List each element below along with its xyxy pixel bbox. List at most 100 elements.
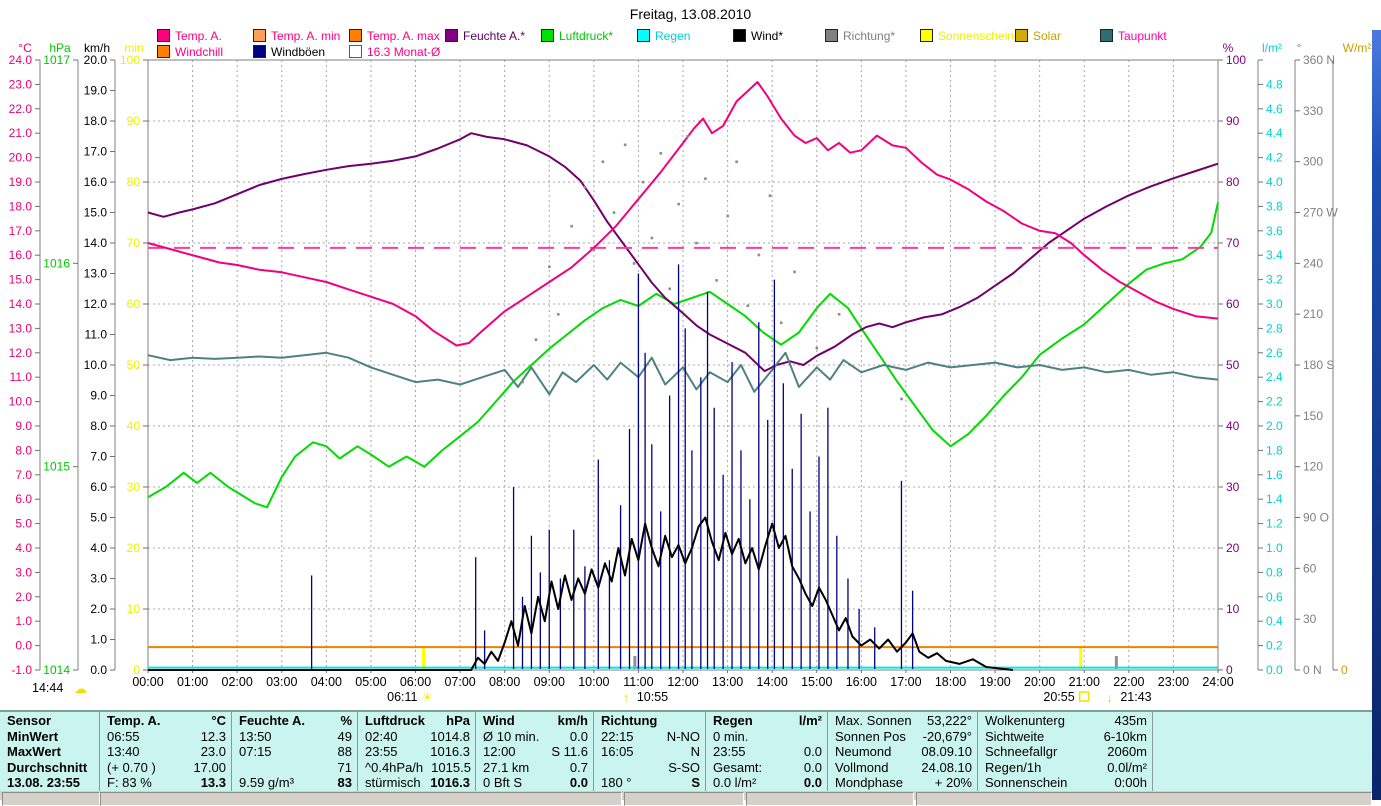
sunset-time: 20:55 (1043, 690, 1074, 704)
table-row-header: Sensor (7, 713, 94, 729)
table-cell-value: 0.0 (803, 775, 822, 791)
legend-item-luftdruck[interactable]: Luftdruck* (541, 29, 613, 43)
legend-label-regen: Regen (655, 28, 691, 43)
legend-item-windb-en[interactable]: Windböen (253, 45, 325, 59)
axis-tick-label-direction: 150 (1303, 409, 1323, 423)
table-row: 13:40 23.0 (107, 744, 226, 760)
table-cell-value: 53,222° (927, 713, 972, 728)
axis-tick-label-pressure: 1015 (43, 460, 70, 474)
x-axis-label: 21:00 (1069, 675, 1100, 689)
table-cell-label: 180 ° (601, 775, 632, 791)
axis-tick-label-temp: 15.0 (9, 273, 33, 287)
table-cell-value: 0.0 (803, 759, 822, 775)
table-cell-value: °C (211, 713, 226, 728)
x-axis-label: 01:00 (177, 675, 208, 689)
legend-item-16-3-monat[interactable]: 16.3 Monat-Ø (349, 44, 441, 59)
axis-tick-label-rain: 3.0 (1266, 297, 1283, 311)
table-cell-value: -20,679° (922, 728, 972, 744)
axis-tick-label-rain: 4.2 (1266, 151, 1283, 165)
scatter-dot (704, 177, 707, 181)
axis-unit-temp: °C (18, 41, 32, 55)
legend-item-wind[interactable]: Wind* (733, 29, 783, 43)
table-cell-label: Wolkenunterg (985, 713, 1065, 728)
axis-tick-label-rain: 2.4 (1266, 370, 1283, 384)
axis-tick-label-sun: 30 (127, 480, 141, 494)
scatter-dot (726, 214, 729, 218)
table-cell-label: ^0.4hPa/h (365, 759, 424, 775)
table-row: stürmisch 1016.3 (365, 775, 470, 791)
x-axis-label: 13:00 (712, 675, 743, 689)
axis-tick-label-rain: 0.4 (1266, 614, 1283, 628)
window-right-border (1372, 30, 1381, 800)
legend-item-richtung[interactable]: Richtung* (825, 29, 895, 43)
legend-item-temp-a[interactable]: Temp. A. (157, 29, 222, 43)
legend-swatch-luftdruck (541, 29, 554, 42)
table-row: Neumond 08.09.10 (835, 744, 972, 760)
table-cell-label: 23:55 (365, 744, 398, 760)
scatter-dot (757, 253, 761, 257)
table-row: (+ 0.70 ) 17.00 (107, 760, 226, 776)
status-bar (0, 791, 1381, 806)
x-axis-label: 20:00 (1024, 675, 1055, 689)
legend-item-regen[interactable]: Regen (637, 28, 691, 43)
x-axis-label: 23:00 (1158, 675, 1189, 689)
table-cell-value: 08.09.10 (921, 744, 972, 760)
axis-tick-label-solar: 0 (1341, 663, 1348, 677)
x-axis-label: 17:00 (890, 675, 921, 689)
scatter-dot (837, 312, 841, 316)
table-col-luftdruck: Luftdruck hPa 02:40 1014.8 23:55 1016.3 ^0.4hP… (358, 712, 476, 793)
axis-tick-label-sun: 0 (133, 663, 140, 677)
axis-tick-label-humidity: 30 (1226, 480, 1240, 494)
axis-tick-label-temp: 0.0 (15, 639, 32, 653)
axis-tick-label-sun: 100 (120, 53, 140, 67)
table-cell-label: 0 Bft S (483, 775, 523, 791)
x-axis-label: 12:00 (667, 675, 698, 689)
moonset-time: 21:43 (1120, 690, 1151, 704)
legend-item-taupunkt[interactable]: Taupunkt (1100, 29, 1167, 43)
axis-tick-label-wind: 3.0 (90, 572, 107, 586)
axis-tick-label-humidity: 80 (1226, 175, 1240, 189)
table-cell-label: Max. Sonnen (835, 713, 912, 728)
status-bar-segment-5 (916, 792, 1372, 806)
plot-area[interactable]: °C -1.0 0.0 1.0 2.0 3.0 4.0 5.0 6.0 7.0 8.0 9.0 10.0… (9, 41, 1372, 705)
axis-tick-label-wind: 17.0 (84, 145, 108, 159)
table-cell-label: Durchschnitt (7, 759, 88, 775)
table-row: 0 Bft S 0.0 (483, 775, 588, 791)
axis-tick-label-direction: 210 (1303, 307, 1323, 321)
table-cell-label: 06:55 (107, 728, 140, 744)
legend-item-sonnenschein[interactable]: Sonnenschein (920, 29, 1014, 43)
axis-tick-label-wind: 14.0 (84, 236, 108, 250)
axis-tick-label-temp: 6.0 (15, 492, 32, 506)
scatter-dot (650, 236, 654, 240)
legend-item-solar[interactable]: Solar (1015, 29, 1061, 43)
axis-tick-label-humidity: 70 (1226, 236, 1240, 250)
axis-tick-label-temp: 8.0 (15, 443, 32, 457)
legend-item-windchill[interactable]: Windchill (157, 45, 223, 59)
axis-unit-pressure: hPa (49, 41, 71, 55)
x-axis-label: 00:00 (132, 675, 163, 689)
axis-tick-label-humidity: 40 (1226, 419, 1240, 433)
axis-tick-label-rain: 1.8 (1266, 443, 1283, 457)
axis-tick-label-wind: 1.0 (90, 633, 107, 647)
table-cell-label: 13:40 (107, 744, 140, 760)
legend-label-16-3-monat: 16.3 Monat-Ø (367, 44, 441, 59)
axis-tick-label-temp: 17.0 (9, 224, 33, 238)
moonrise-time: 10:55 (637, 690, 668, 704)
series-richtung (521, 135, 903, 401)
moon-bottom-left-icon: ☁ (74, 681, 87, 696)
legend-swatch-solar (1015, 29, 1028, 42)
axis-tick-label-rain: 1.6 (1266, 468, 1283, 482)
legend-label-feuchte-a: Feuchte A.* (463, 28, 526, 43)
table-row: Schneefallgr 2060m (985, 744, 1147, 760)
legend-label-temp-a-min: Temp. A. min (271, 28, 341, 43)
table-row: F: 83 % 13.3 (107, 775, 226, 791)
axis-tick-label-sun: 50 (127, 358, 141, 372)
x-axis-label: 08:00 (489, 675, 520, 689)
legend-item-temp-a-max[interactable]: Temp. A. max (349, 29, 440, 43)
axis-tick-label-temp: 10.0 (9, 395, 33, 409)
legend-item-feuchte-a[interactable]: Feuchte A.* (445, 28, 526, 43)
table-cell-value: 71 (337, 759, 352, 775)
legend-swatch-regen (637, 29, 650, 42)
legend-item-temp-a-min[interactable]: Temp. A. min (253, 28, 341, 43)
chart-canvas[interactable]: °C -1.0 0.0 1.0 2.0 3.0 4.0 5.0 6.0 7.0 8.0 9.0 10.0… (0, 0, 1381, 710)
